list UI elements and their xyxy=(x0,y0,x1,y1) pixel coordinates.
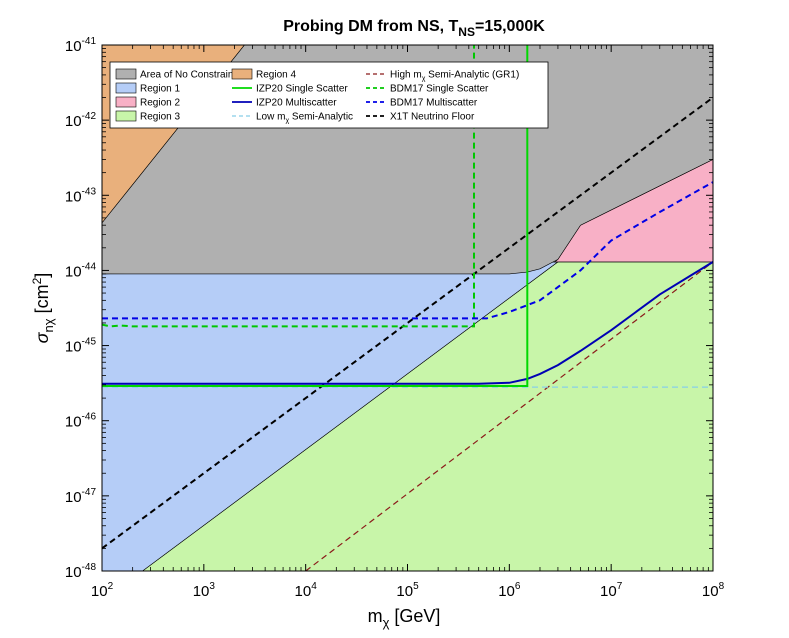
series-layer xyxy=(102,45,713,571)
y-tick-label: 10-44 xyxy=(65,261,97,280)
legend-swatch xyxy=(231,68,253,80)
x-axis-label-tail: [GeV] xyxy=(389,606,440,626)
legend-item-izp-multi: IZP20 Multiscatter xyxy=(232,98,337,109)
y-tick-label: 10-48 xyxy=(65,562,97,581)
x-tick-label: 103 xyxy=(193,581,216,600)
legend-item-x1t: X1T Neutrino Floor xyxy=(366,112,475,123)
legend-label: BDM17 Multiscatter xyxy=(390,98,478,109)
legend-label: BDM17 Single Scatter xyxy=(390,84,489,95)
legend-swatch xyxy=(115,82,137,94)
legend-item-region2: Region 2 xyxy=(115,96,180,109)
x-tick-label: 104 xyxy=(295,581,318,600)
chart-title-tail: =15,000K xyxy=(475,18,545,35)
y-tick-label: 10-41 xyxy=(65,36,97,55)
x-tick-labels: 102 103 104 105 106 107 108 xyxy=(91,581,725,600)
legend-box xyxy=(109,61,549,129)
y-axis-label-unit-open: [cm xyxy=(32,284,52,318)
legend-label: Area of No Constraints xyxy=(140,70,241,81)
legend-label: Region 4 xyxy=(256,70,296,81)
legend-swatch xyxy=(115,68,137,80)
x-axis-label-sub: χ xyxy=(383,615,390,630)
series-high-semi xyxy=(305,261,713,571)
legend-label: IZP20 Multiscatter xyxy=(256,98,337,109)
y-tick-label: 10-45 xyxy=(65,337,97,356)
x-tick-label: 108 xyxy=(702,581,725,600)
series-izp-single xyxy=(102,45,529,387)
y-tick-label: 10-43 xyxy=(65,186,97,205)
x-axis-label-main: m xyxy=(368,606,383,626)
legend-label: High mχ Semi-Analytic (GR1) xyxy=(390,70,519,83)
chart-title-sub: NS xyxy=(458,25,475,39)
y-tick-label: 10-47 xyxy=(65,487,97,506)
y-axis-label-unit-close: ] xyxy=(32,273,52,278)
y-tick-labels: 10-48 10-47 10-46 10-45 10-44 10-43 10-42 10-41 xyxy=(65,36,97,581)
legend-label: Low mχ Semi-Analytic xyxy=(256,112,353,125)
y-axis-label: σnχ [cm2] xyxy=(30,273,56,344)
legend: Area of No Constraints Region 4 High mχ Se… xyxy=(109,61,549,129)
x-tick-label: 102 xyxy=(91,581,114,600)
x-axis-label: mχ [GeV] xyxy=(368,606,441,630)
legend-items: Area of No Constraints Region 4 High mχ Se… xyxy=(115,68,519,125)
y-axis-label-sub: nχ xyxy=(41,318,56,332)
chart-title: Probing DM from NS, TNS=15,000K xyxy=(283,18,545,39)
legend-item-low-semi: Low mχ Semi-Analytic xyxy=(232,112,353,125)
legend-item-region4: Region 4 xyxy=(231,68,296,81)
series-izp-multi xyxy=(102,261,713,385)
series-x1t xyxy=(102,96,713,550)
legend-label: Region 3 xyxy=(140,112,180,123)
legend-item-bdm-single: BDM17 Single Scatter xyxy=(366,84,489,95)
x-tick-label: 106 xyxy=(498,581,521,600)
axes-frame xyxy=(101,44,714,572)
legend-swatch xyxy=(115,110,137,122)
legend-item-region1: Region 1 xyxy=(115,82,180,95)
y-tick-label: 10-42 xyxy=(65,111,97,130)
y-tick-label: 10-46 xyxy=(65,412,97,431)
legend-item-bdm-multi: BDM17 Multiscatter xyxy=(366,98,478,109)
legend-label: IZP20 Single Scatter xyxy=(256,84,348,95)
y-axis-label-unit-sup: 2 xyxy=(30,277,44,284)
legend-item-region3: Region 3 xyxy=(115,110,180,123)
legend-item-izp-single: IZP20 Single Scatter xyxy=(232,84,348,95)
legend-label: Region 1 xyxy=(140,84,180,95)
legend-label: Region 2 xyxy=(140,98,180,109)
legend-swatch xyxy=(115,96,137,108)
legend-label: X1T Neutrino Floor xyxy=(390,112,475,123)
chart-title-main: Probing DM from NS, T xyxy=(283,18,458,35)
x-tick-label: 107 xyxy=(600,581,623,600)
legend-item-high-semi: High mχ Semi-Analytic (GR1) xyxy=(366,70,519,83)
legend-item-no-constraints: Area of No Constraints xyxy=(115,68,241,81)
y-axis-label-sigma: σ xyxy=(32,331,52,343)
series-bdm-single xyxy=(102,45,475,328)
x-tick-label: 105 xyxy=(396,581,419,600)
series-bdm-multi xyxy=(102,181,713,320)
